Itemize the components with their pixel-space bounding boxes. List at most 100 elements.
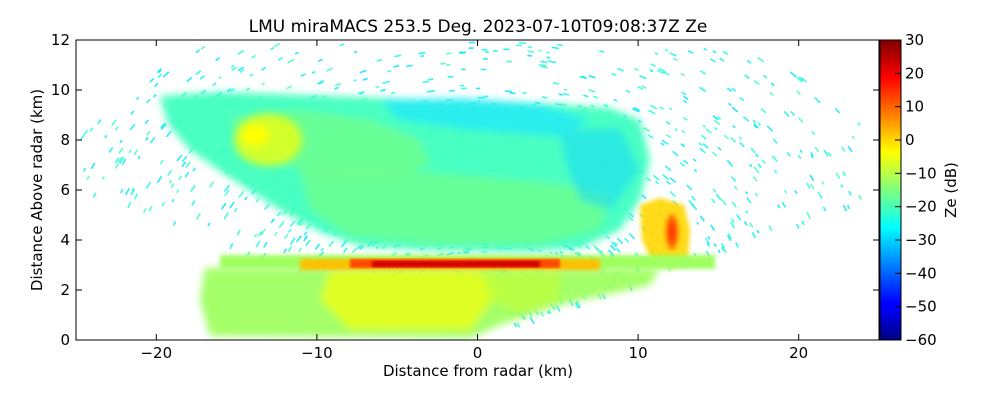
noise-dash [772, 138, 778, 144]
noise-dash [687, 49, 694, 54]
noise-dash [314, 243, 321, 250]
noise-dash [276, 211, 282, 217]
noise-dash [702, 124, 706, 128]
noise-dash [270, 218, 275, 224]
noise-dash [539, 311, 544, 317]
noise-dash [712, 115, 719, 121]
noise-dash [223, 212, 229, 220]
noise-dash [168, 179, 173, 184]
noise-dash [516, 322, 521, 328]
noise-dash [699, 215, 705, 222]
noise-dash [562, 92, 570, 96]
colorbar-tick-label: 30 [905, 31, 924, 49]
y-tick-label: 6 [60, 181, 70, 199]
noise-dash [127, 201, 132, 209]
noise-dash [655, 180, 659, 185]
noise-dash [185, 161, 192, 169]
noise-dash [721, 246, 725, 252]
noise-dash [334, 86, 339, 90]
noise-dash [835, 172, 841, 180]
y-tick-label: 8 [60, 131, 70, 149]
noise-dash [535, 101, 541, 105]
noise-dash [231, 66, 238, 72]
noise-dash [821, 181, 825, 185]
noise-dash [184, 171, 190, 178]
noise-dash [717, 116, 722, 120]
noise-dash [652, 174, 660, 181]
noise-dash [387, 69, 392, 73]
noise-dash [700, 134, 707, 140]
noise-dash [224, 189, 230, 197]
noise-dash [250, 54, 257, 59]
noise-dash [552, 82, 559, 85]
noise-dash [745, 210, 749, 214]
noise-dash [703, 47, 708, 51]
noise-dash [226, 88, 232, 93]
noise-dash [504, 90, 512, 93]
noise-dash [776, 204, 781, 209]
noise-dash [857, 122, 861, 126]
noise-dash [669, 177, 677, 184]
noise-dash [806, 182, 811, 189]
noise-dash [189, 184, 196, 193]
noise-dash [746, 59, 752, 64]
noise-dash [744, 74, 750, 80]
noise-dash [257, 231, 263, 237]
noise-dash [794, 190, 798, 195]
noise-dash [786, 152, 791, 157]
noise-dash [665, 180, 671, 186]
noise-dash [726, 159, 731, 164]
noise-dash [583, 94, 589, 98]
noise-dash [427, 90, 436, 93]
noise-dash [722, 50, 729, 56]
noise-dash [273, 42, 281, 48]
noise-dash [153, 82, 159, 88]
noise-dash [548, 60, 557, 64]
noise-dash [351, 247, 358, 254]
noise-dash [784, 189, 788, 194]
noise-dash [753, 79, 760, 86]
noise-dash [328, 240, 335, 247]
noise-dash [394, 54, 402, 58]
noise-dash [129, 123, 136, 131]
noise-dash [811, 130, 816, 136]
noise-dash [645, 176, 652, 182]
noise-dash [440, 62, 446, 65]
noise-dash [195, 49, 201, 54]
noise-dash [624, 237, 630, 243]
noise-dash [114, 157, 120, 164]
noise-dash [753, 166, 760, 174]
noise-dash [739, 96, 745, 102]
y-axis-label: Distance Above radar (km) [28, 89, 46, 291]
noise-dash [171, 198, 175, 203]
noise-dash [822, 206, 827, 212]
colorbar-ticks: 30 20 10 0 −10 −20 −30 −40 −50 −60 [895, 31, 937, 349]
noise-dash [705, 128, 712, 134]
noise-dash [702, 143, 709, 149]
noise-dash [300, 73, 306, 77]
y-tick-label: 10 [51, 81, 70, 99]
noise-dash [752, 176, 758, 182]
noise-dash [540, 65, 549, 69]
colorbar-tick-label: 0 [905, 131, 915, 149]
noise-dash [797, 154, 802, 160]
noise-dash [215, 57, 220, 62]
noise-dash [650, 63, 656, 67]
noise-dash [840, 184, 844, 188]
noise-dash [809, 174, 815, 182]
noise-dash [142, 207, 147, 214]
noise-dash [135, 96, 140, 101]
noise-dash [682, 99, 688, 104]
noise-dash [574, 302, 580, 309]
noise-dash [160, 123, 167, 130]
noise-dash [749, 222, 754, 228]
noise-dash [720, 198, 727, 206]
noise-dash [613, 98, 618, 102]
noise-dash [149, 77, 155, 83]
noise-dash [659, 106, 665, 110]
noise-dash [664, 48, 669, 52]
noise-dash [563, 88, 568, 91]
noise-dash [178, 175, 183, 181]
bright-band [220, 255, 715, 270]
noise-dash [823, 149, 830, 157]
